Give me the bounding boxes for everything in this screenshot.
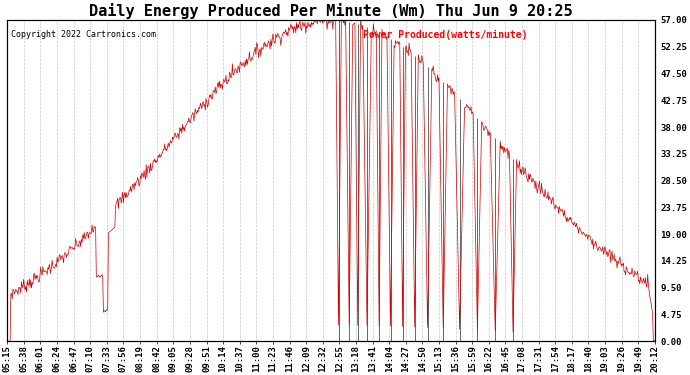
Text: Copyright 2022 Cartronics.com: Copyright 2022 Cartronics.com [10,30,155,39]
Title: Daily Energy Produced Per Minute (Wm) Thu Jun 9 20:25: Daily Energy Produced Per Minute (Wm) Th… [89,3,573,19]
Text: Power Produced(watts/minute): Power Produced(watts/minute) [364,30,528,40]
